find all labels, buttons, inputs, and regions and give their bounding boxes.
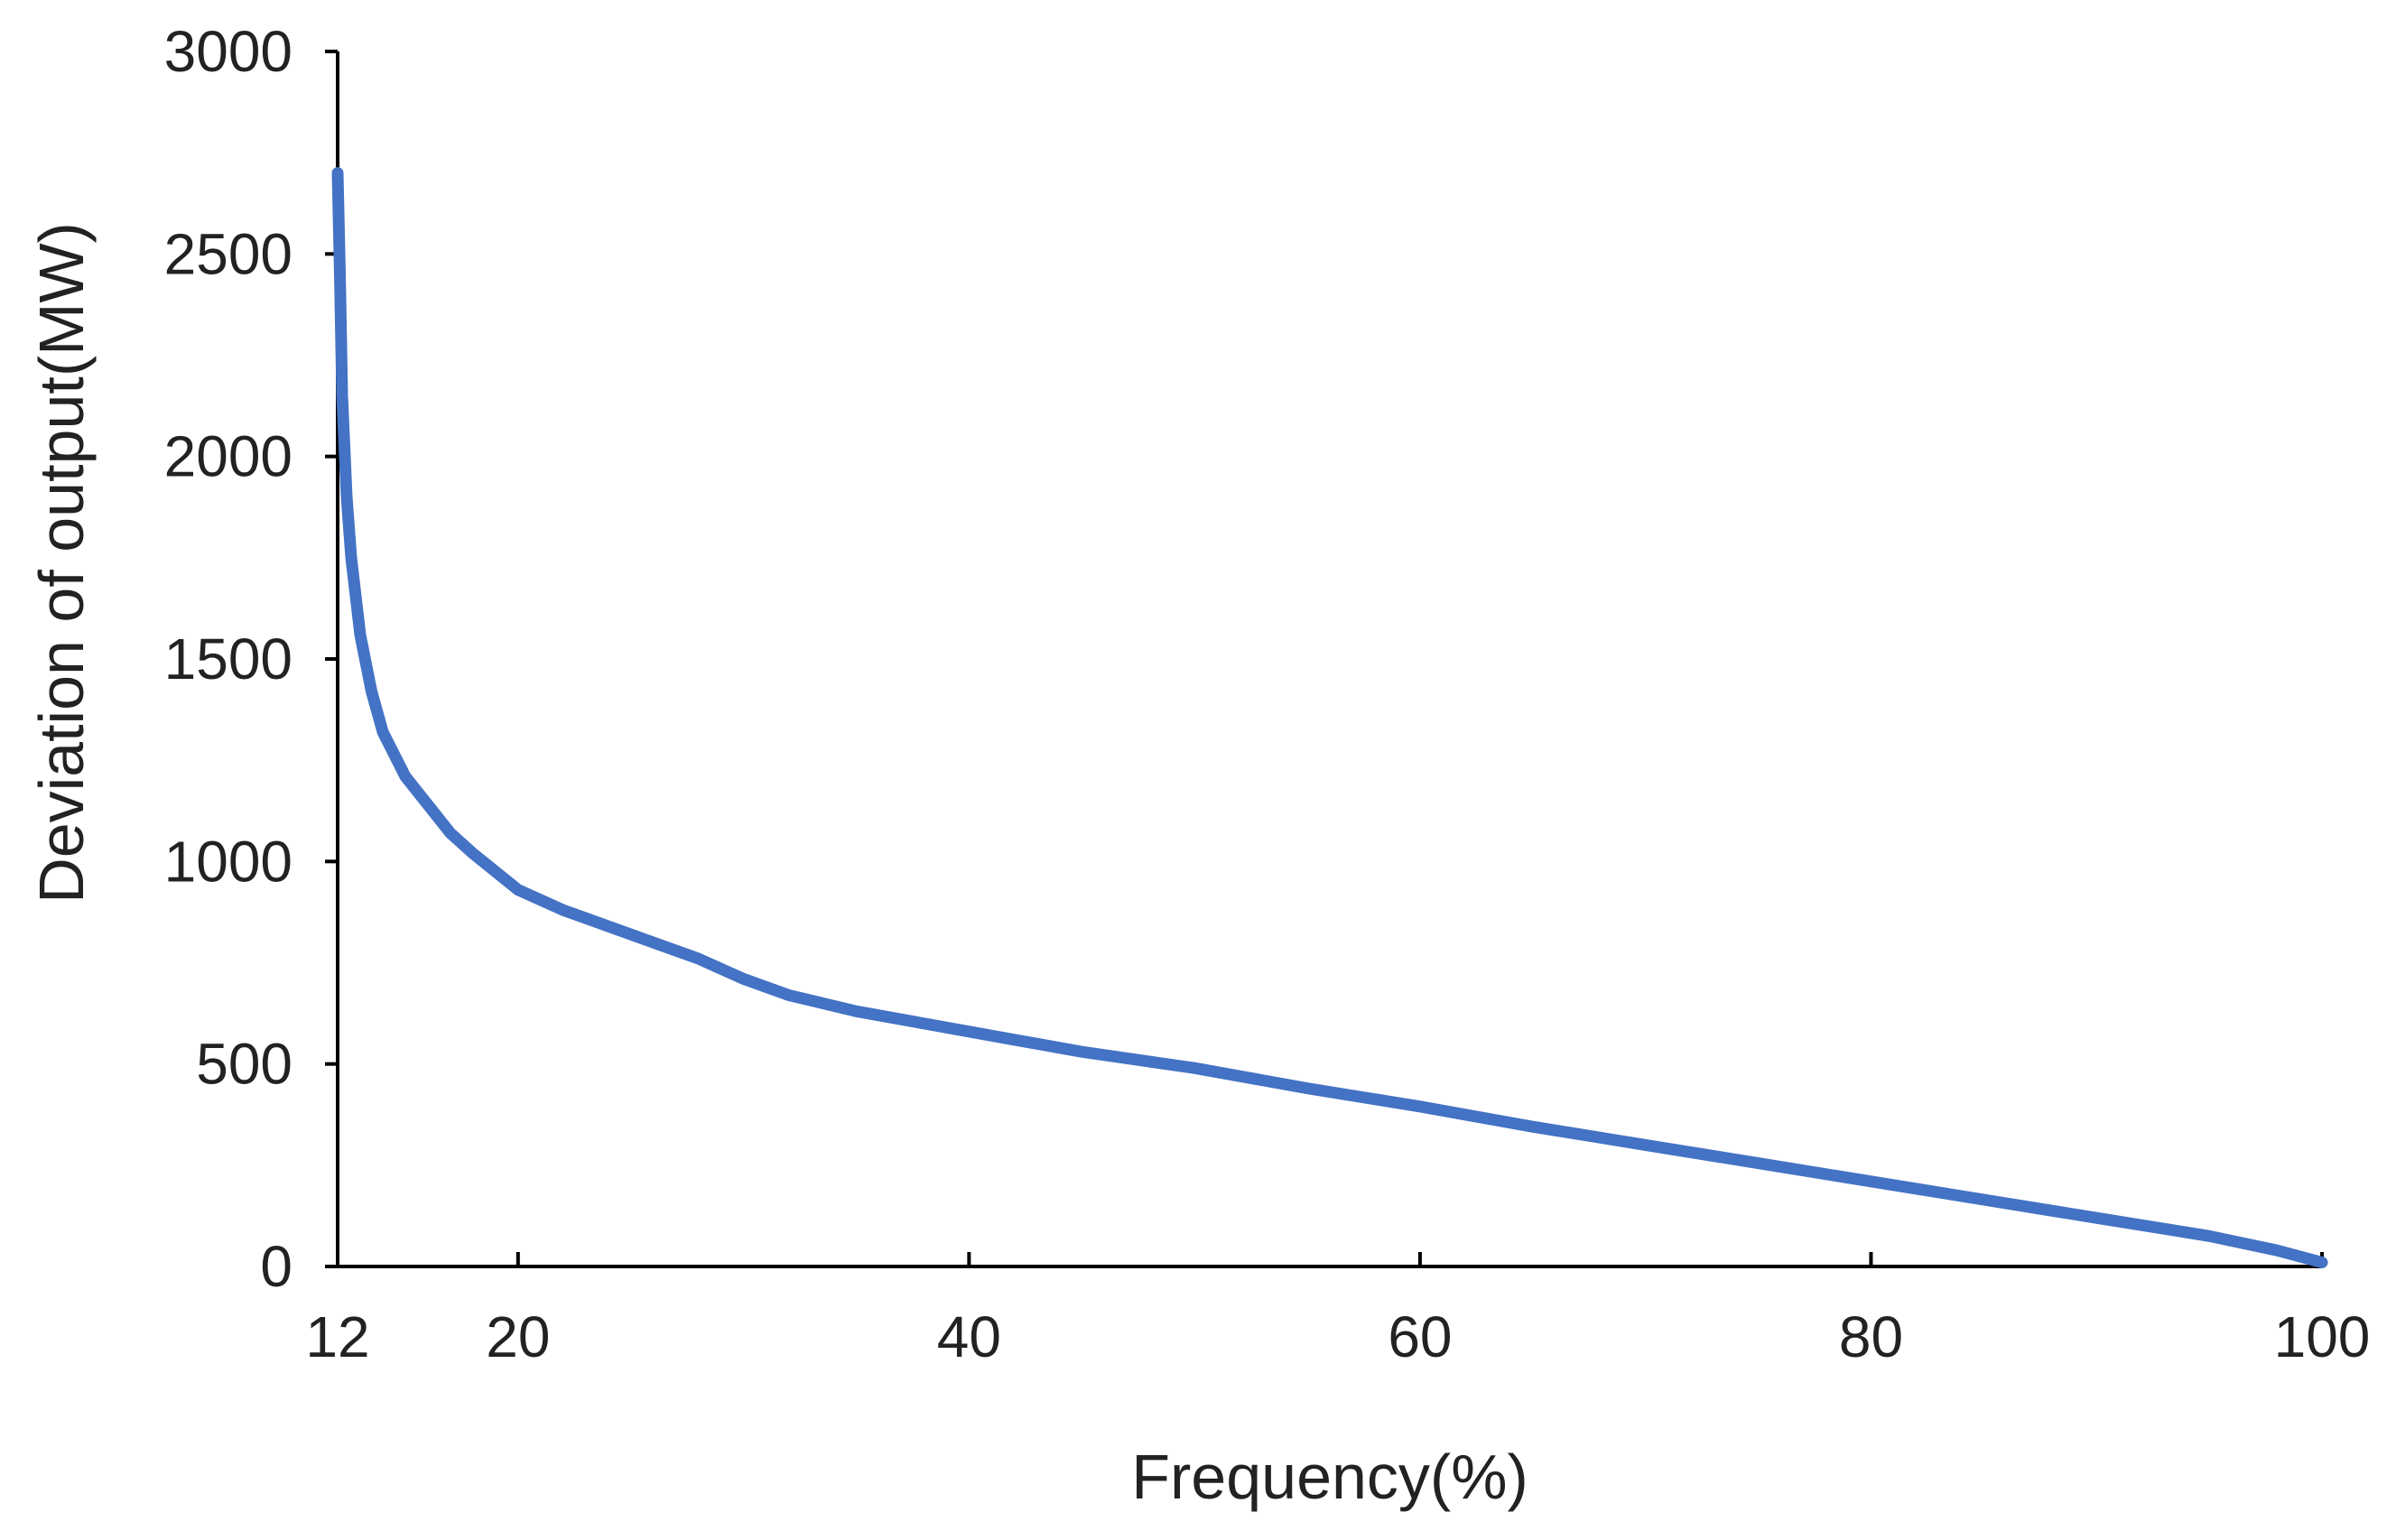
x-tick-label: 100 — [2274, 1304, 2371, 1369]
y-tick-label: 2000 — [164, 424, 293, 489]
y-tick-label: 3000 — [164, 19, 293, 84]
x-axis-title: Frequency(%) — [1131, 1442, 1528, 1512]
x-tick-label: 20 — [486, 1304, 550, 1369]
y-tick-label: 1500 — [164, 626, 293, 691]
x-tick-label: 80 — [1839, 1304, 1903, 1369]
y-tick-label: 500 — [196, 1032, 293, 1097]
x-axis-ticks: 12 20 40 60 80 100 — [305, 1252, 2370, 1369]
x-tick-label: 12 — [305, 1304, 369, 1369]
y-tick-label: 0 — [260, 1234, 293, 1299]
x-tick-label: 40 — [937, 1304, 1001, 1369]
y-tick-label: 1000 — [164, 829, 293, 894]
x-tick-label: 60 — [1388, 1304, 1452, 1369]
y-axis-title: Deviation of output(MW) — [26, 222, 97, 904]
y-axis-ticks: 0 500 1000 1500 2000 2500 3000 — [164, 19, 338, 1299]
series-line — [331, 167, 2328, 1268]
y-tick-label: 2500 — [164, 221, 293, 286]
